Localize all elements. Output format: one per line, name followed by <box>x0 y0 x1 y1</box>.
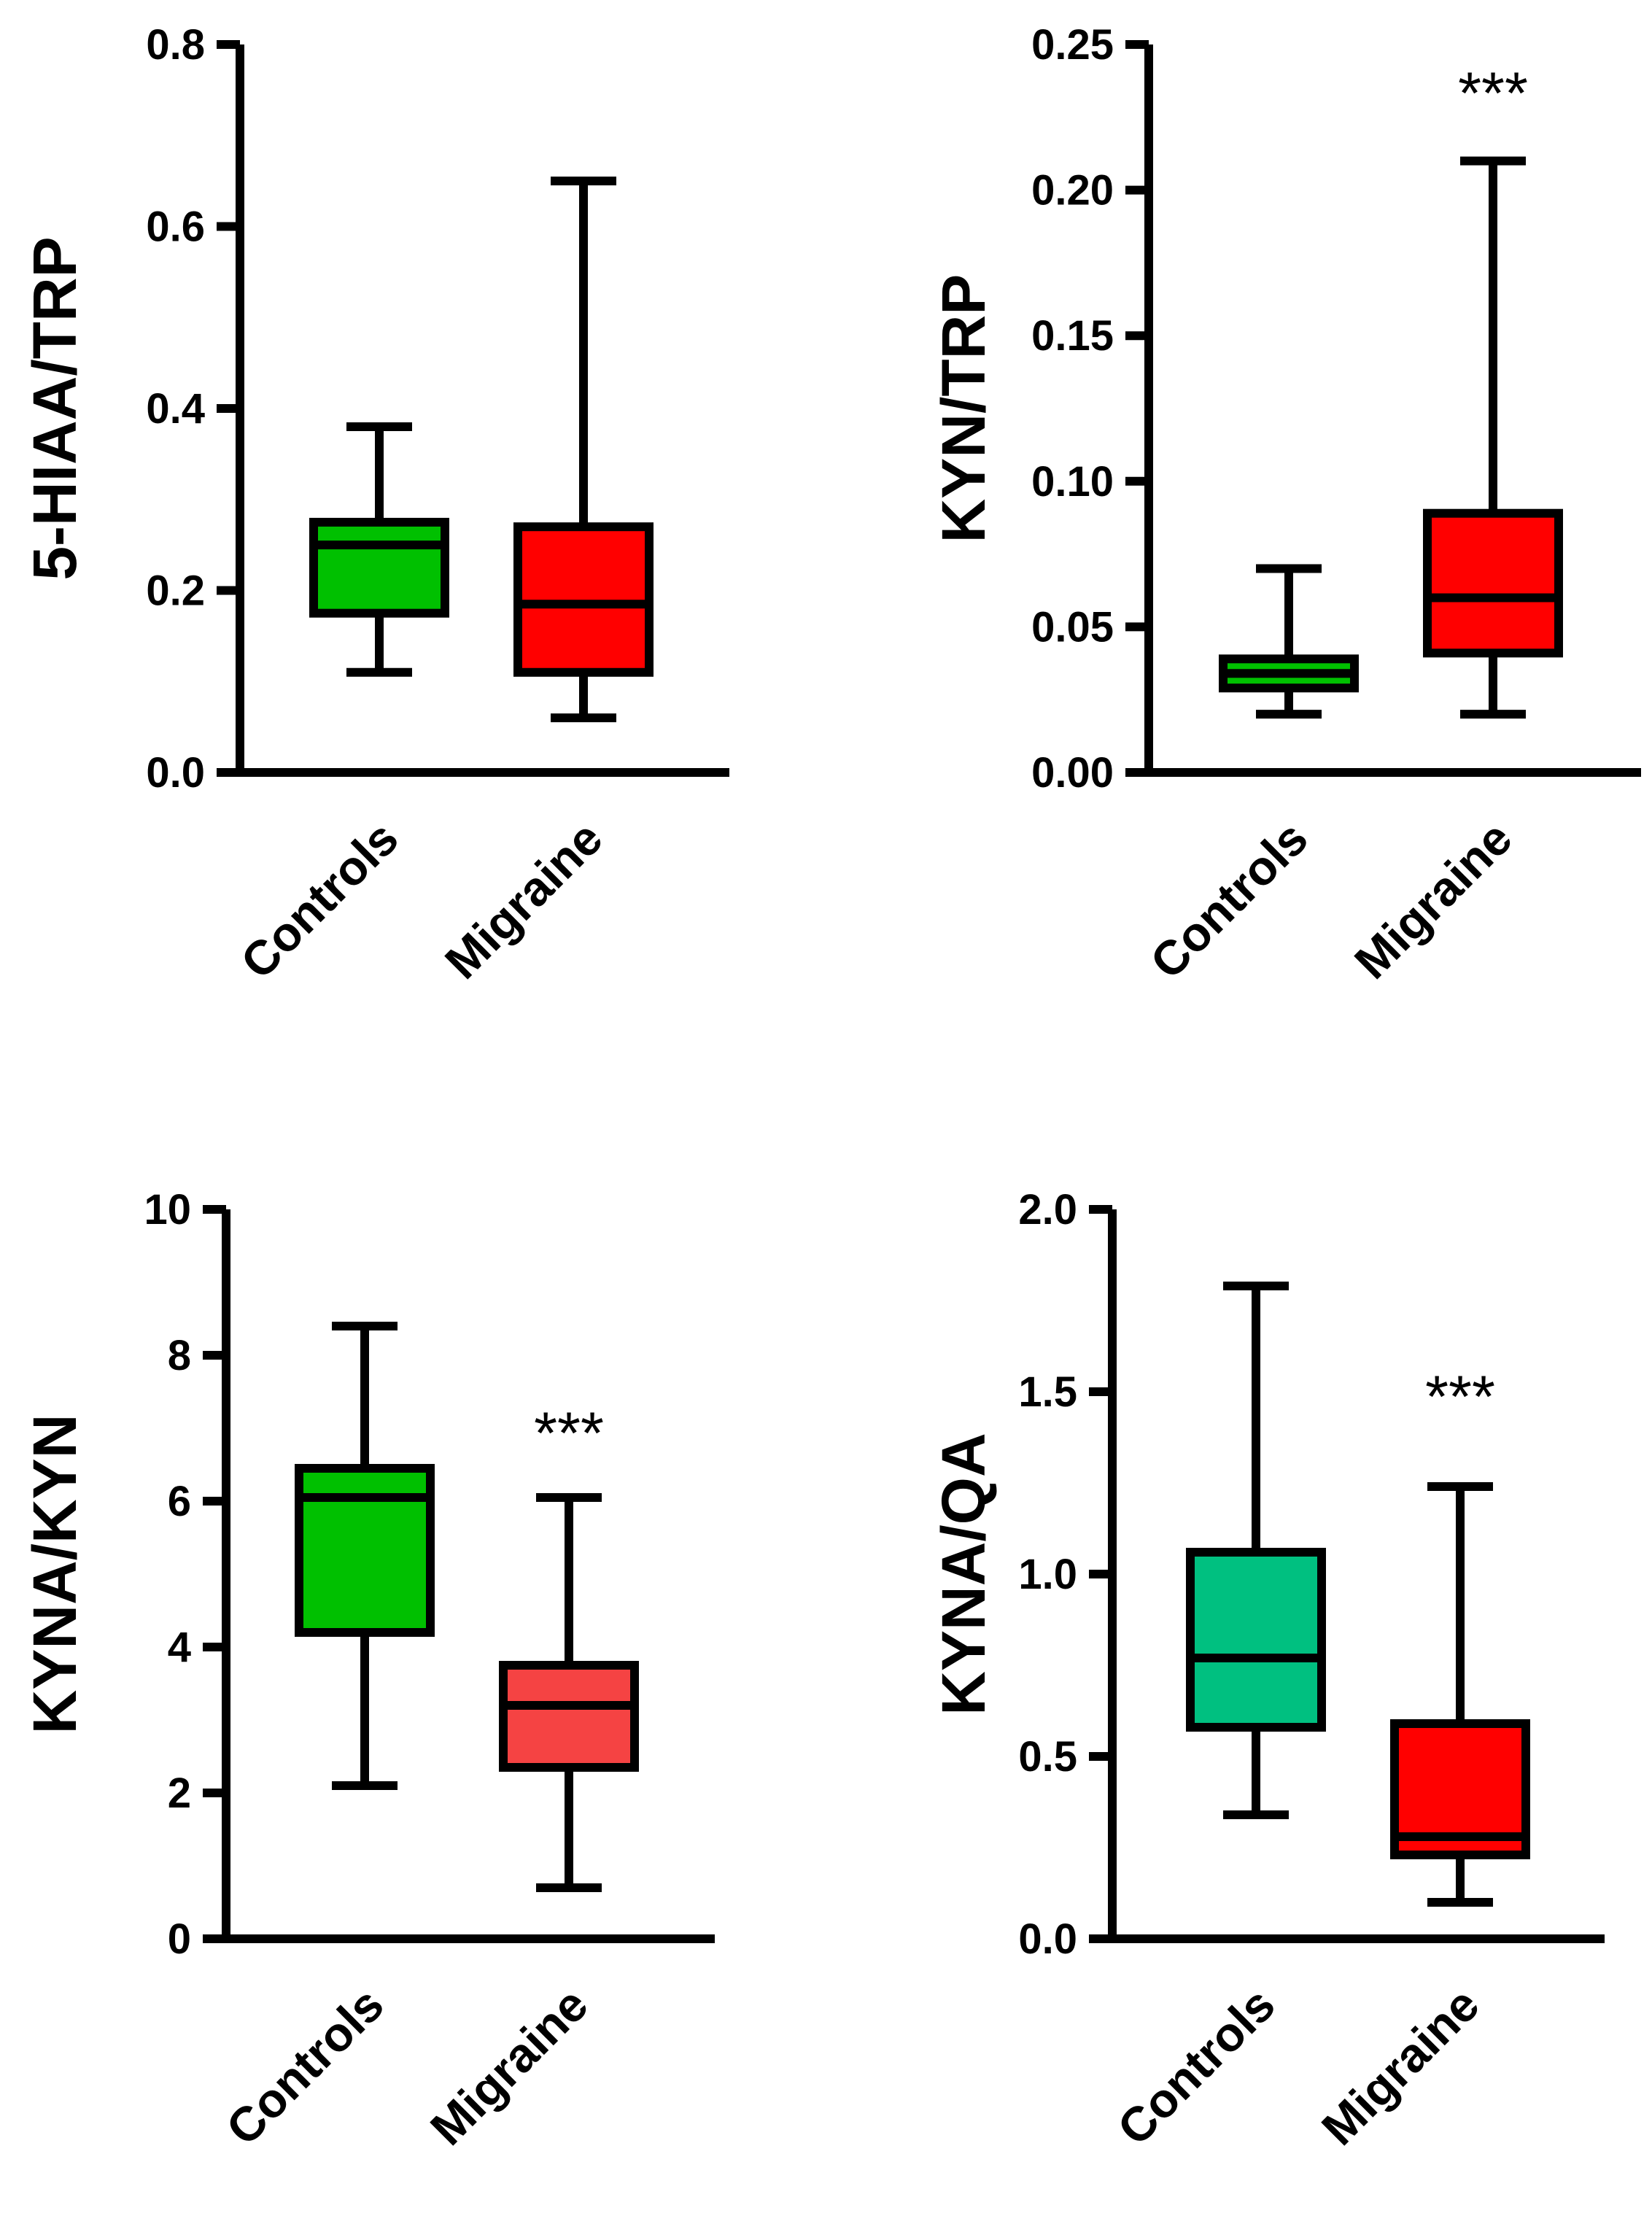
box-controls <box>1186 1282 1326 1819</box>
y-tick-label: 0.6 <box>146 204 205 251</box>
y-tick-label: 2 <box>168 1770 191 1817</box>
x-tick-label: Controls <box>1107 1977 1285 2155</box>
y-tick-label: 10 <box>144 1186 191 1233</box>
iqr-box <box>1423 508 1563 658</box>
box-migraine <box>1390 1482 1530 1907</box>
significance-marker: *** <box>534 1400 604 1467</box>
iqr-box <box>499 1661 639 1772</box>
y-tick-label: 0.8 <box>146 21 205 69</box>
y-tick-label: 6 <box>168 1478 191 1525</box>
y-tick-label: 2.0 <box>1018 1186 1077 1233</box>
y-axis-title: KYNA/QA <box>929 1433 998 1715</box>
x-tick-label: Migraine <box>1311 1977 1489 2155</box>
y-tick-label: 0.10 <box>1031 458 1114 505</box>
chart-panel-1: 0.0 0.2 0.4 0.6 0.8 5-HIAA/TRP Controls Migrain… <box>20 21 729 989</box>
chart-panel-2: 0.00 0.05 0.10 0.15 0.20 0.25 KYN/TRP Controls M… <box>929 21 1641 989</box>
x-tick-label: Controls <box>216 1977 394 2155</box>
significance-marker: *** <box>1425 1364 1495 1430</box>
y-tick-label: 0.0 <box>1018 1915 1077 1963</box>
y-axis-title: 5-HIAA/TRP <box>20 236 89 580</box>
box-migraine <box>513 177 654 723</box>
iqr-box <box>309 517 449 618</box>
y-tick-label: 0.5 <box>1018 1733 1077 1781</box>
iqr-box <box>295 1464 435 1637</box>
y-tick-label: 0.15 <box>1031 312 1114 360</box>
iqr-box <box>513 522 654 677</box>
x-tick-label: Migraine <box>420 1977 598 2155</box>
y-tick-label: 0 <box>168 1915 191 1963</box>
y-tick-label: 0.2 <box>146 567 205 615</box>
y-axis-title: KYN/TRP <box>929 274 998 543</box>
x-tick-label: Migraine <box>435 811 613 989</box>
box-controls <box>1219 564 1359 719</box>
y-tick-label: 0.25 <box>1031 21 1114 69</box>
chart-panel-4: 0.0 0.5 1.0 1.5 2.0 KYNA/QA Controls Migraine **… <box>929 1186 1605 2155</box>
box-controls <box>295 1322 435 1790</box>
x-tick-label: Migraine <box>1344 811 1522 989</box>
y-tick-label: 0.05 <box>1031 603 1114 651</box>
box-migraine <box>1423 156 1563 719</box>
iqr-box <box>1186 1548 1326 1732</box>
y-tick-label: 1.0 <box>1018 1551 1077 1598</box>
y-tick-label: 0.4 <box>146 385 205 433</box>
y-tick-label: 4 <box>168 1624 191 1671</box>
y-tick-label: 1.5 <box>1018 1368 1077 1416</box>
box-migraine <box>499 1493 639 1892</box>
x-tick-label: Controls <box>230 811 408 989</box>
y-tick-label: 0.00 <box>1031 749 1114 797</box>
y-axis-title: KYNA/KYN <box>20 1414 89 1735</box>
box-controls <box>309 422 449 677</box>
y-tick-label: 8 <box>168 1332 191 1379</box>
y-tick-label: 0.0 <box>146 749 205 797</box>
y-tick-label: 0.20 <box>1031 167 1114 214</box>
x-tick-label: Controls <box>1140 811 1318 989</box>
chart-panel-3: 0 2 4 6 8 10 KYNA/KYN Controls Migraine *** <box>20 1186 715 2155</box>
significance-marker: *** <box>1458 61 1528 127</box>
